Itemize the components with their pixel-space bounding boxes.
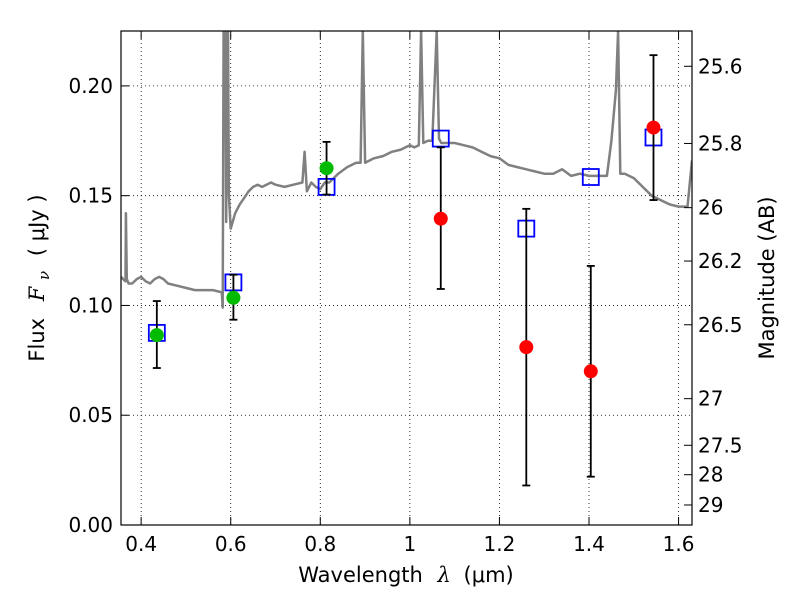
x-axis-label-text: Wavelength	[298, 563, 423, 587]
x-tick-label: 1.6	[663, 532, 695, 556]
y-tick-label: 0.20	[68, 74, 113, 98]
y-tick-label: 0.05	[68, 403, 113, 427]
mag-tick-label: 25.8	[698, 131, 743, 155]
mag-tick-label: 26	[698, 196, 723, 220]
mag-tick-label: 26.2	[698, 249, 743, 273]
model-flux-square	[581, 168, 600, 186]
y-axis-label-unit: ( μJy )	[25, 194, 49, 256]
x-tick-label: 1.4	[573, 532, 605, 556]
mag-tick-label: 25.6	[698, 54, 743, 78]
x-tick-label: 1	[403, 532, 416, 556]
y-axis-label: Flux F ν ( μJy )	[25, 194, 54, 361]
ticks: 0.4 0.6 0.8 1 1.2 1.4 1.6 0.00 0.05 0.10 0.15 0.20 2…	[68, 31, 743, 556]
photometry-point	[226, 290, 241, 305]
mag-tick-label: 27	[698, 387, 723, 411]
spectrum-line	[121, 31, 692, 309]
y-axis-label-subscript: ν	[35, 271, 53, 280]
x-tick-label: 0.6	[215, 532, 247, 556]
y-tick-label: 0.00	[68, 513, 113, 537]
mag-tick-label: 26.5	[698, 313, 743, 337]
x-tick-label: 1.2	[484, 532, 516, 556]
photometry-point	[433, 211, 448, 226]
x-tick-label: 0.8	[304, 532, 336, 556]
photometry-point	[583, 364, 598, 379]
x-axis-label-unit: (μm)	[464, 563, 514, 587]
plot-frame	[120, 30, 693, 526]
mag-tick-label: 29	[698, 493, 723, 517]
mag-tick-label: 28	[698, 463, 723, 487]
photometry-point	[149, 328, 164, 343]
y-tick-label: 0.15	[68, 184, 113, 208]
y-axis-label-symbol: F	[25, 285, 49, 302]
y-tick-label: 0.10	[68, 293, 113, 317]
y-axis-label-text: Flux	[25, 318, 49, 362]
x-axis-label-symbol: λ	[437, 563, 451, 587]
photometry-point	[646, 120, 661, 135]
x-axis-label: Wavelength λ (μm)	[298, 563, 513, 587]
photometry-point	[319, 161, 334, 176]
data-layer	[121, 31, 692, 487]
photometry-point	[519, 340, 534, 355]
mag-tick-label: 27.5	[698, 433, 743, 457]
x-tick-label: 0.4	[125, 532, 157, 556]
plot-background	[121, 31, 692, 525]
right-axis-label: Magnitude (AB)	[755, 196, 779, 359]
